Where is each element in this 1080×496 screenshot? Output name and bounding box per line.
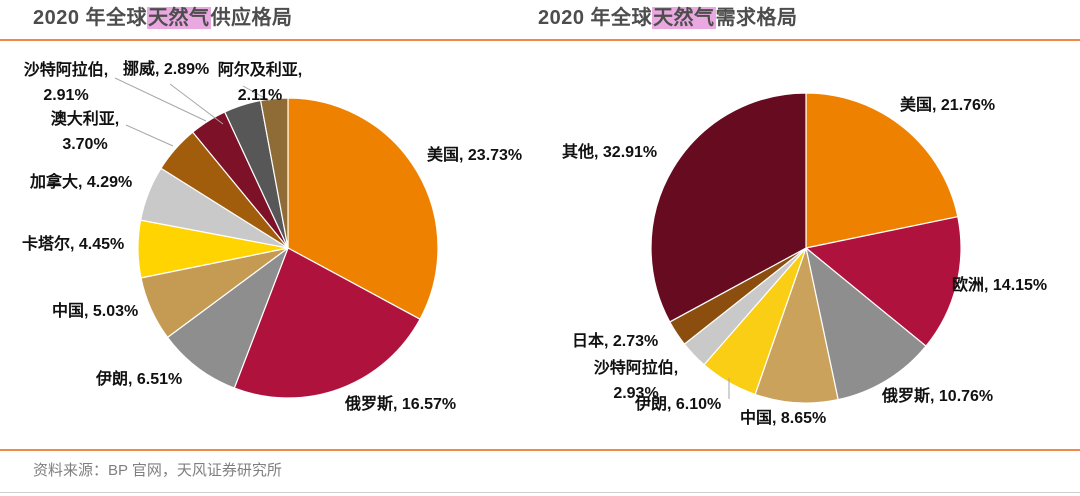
pie-label: 中国, 5.03% — [52, 299, 138, 324]
pie-label: 中国, 8.65% — [740, 406, 826, 431]
pie-label: 伊朗, 6.51% — [96, 367, 182, 392]
source-note: 资料来源：BP 官网，天风证券研究所 — [33, 460, 282, 482]
pie-label: 加拿大, 4.29% — [30, 170, 132, 195]
pie-label: 俄罗斯, 16.57% — [345, 392, 456, 417]
pie-label: 其他, 32.91% — [562, 140, 657, 165]
pie-chart-supply — [115, 78, 438, 398]
pie-label: 沙特阿拉伯,2.91% — [0, 58, 132, 108]
pie-label: 俄罗斯, 10.76% — [882, 384, 993, 409]
report-figure: 2020 年全球天然气供应格局 2020 年全球天然气需求格局 美国, 23.7… — [0, 0, 1080, 496]
pie-label: 日本, 2.73% — [572, 329, 658, 354]
source-rule — [0, 449, 1080, 451]
pie-label: 卡塔尔, 4.45% — [22, 232, 124, 257]
bottom-hairline — [0, 492, 1080, 493]
pie-label: 沙特阿拉伯,2.93% — [572, 356, 700, 406]
pie-label: 美国, 21.76% — [900, 93, 995, 118]
pie-label: 澳大利亚,3.70% — [20, 107, 150, 157]
pie-label: 美国, 23.73% — [427, 143, 522, 168]
pie-label: 欧洲, 14.15% — [952, 273, 1047, 298]
pie-label: 阿尔及利亚,2.11% — [196, 58, 324, 108]
